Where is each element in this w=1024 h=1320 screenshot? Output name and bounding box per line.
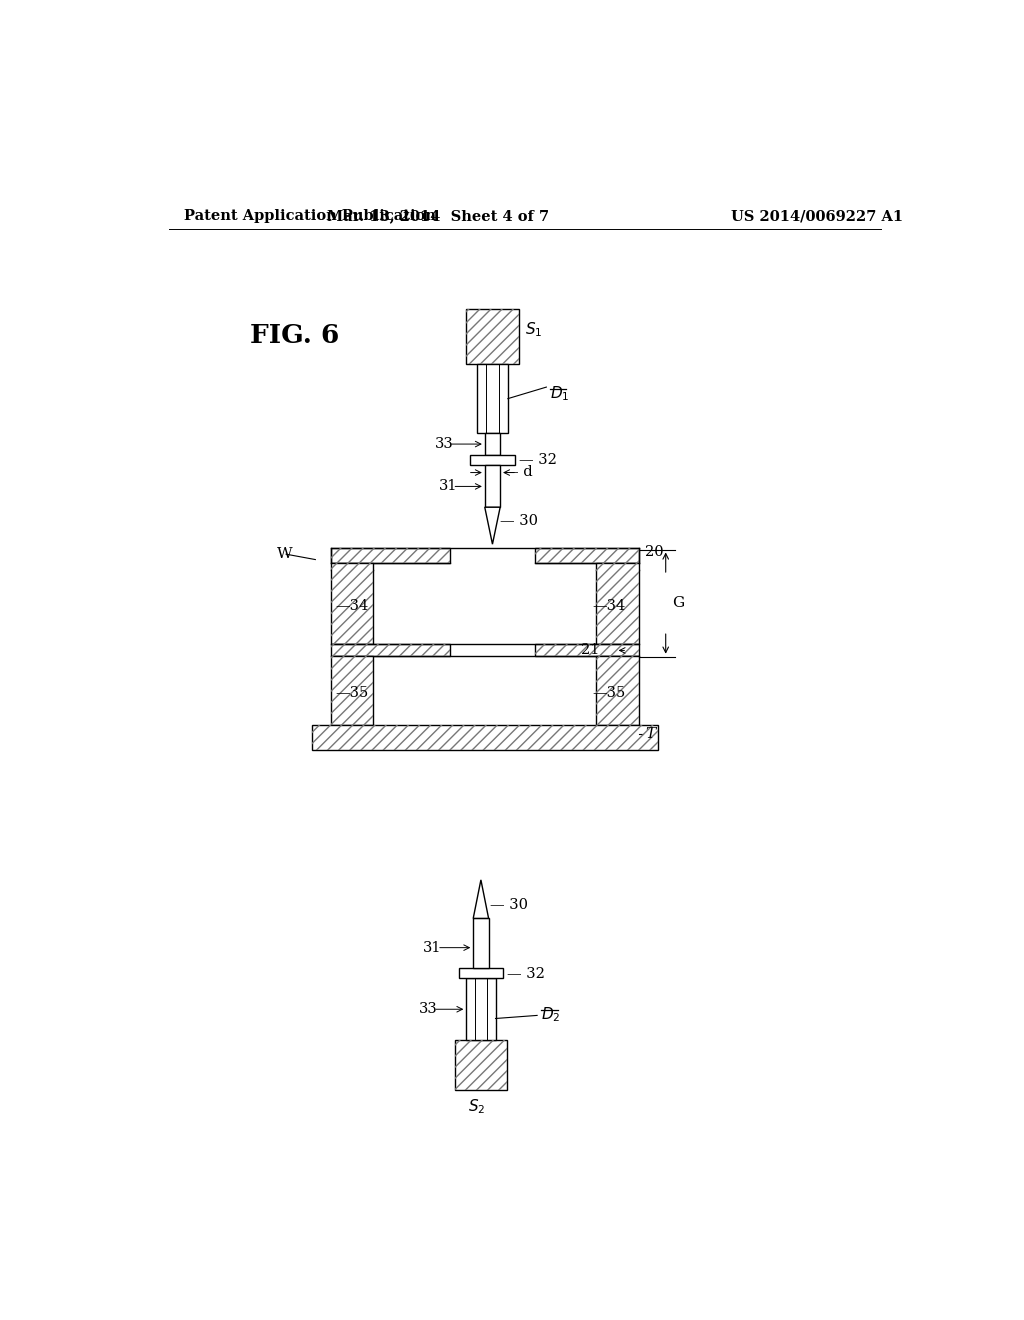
Text: 21: 21 xyxy=(581,643,599,657)
Bar xyxy=(466,309,518,364)
Text: 20: 20 xyxy=(645,545,664,558)
Bar xyxy=(484,465,500,507)
Text: FIG. 6: FIG. 6 xyxy=(250,323,339,348)
Text: — 30: — 30 xyxy=(500,513,539,528)
Bar xyxy=(535,644,639,656)
Text: 33: 33 xyxy=(419,1002,438,1016)
Text: $S_1$: $S_1$ xyxy=(524,321,542,339)
Bar xyxy=(477,364,508,433)
Bar xyxy=(470,455,515,465)
Text: — 32: — 32 xyxy=(507,966,545,981)
Bar xyxy=(331,644,451,656)
Bar xyxy=(596,564,639,644)
Text: — 30: — 30 xyxy=(490,898,528,912)
Text: — d: — d xyxy=(504,465,532,479)
Bar xyxy=(484,433,500,455)
Bar xyxy=(311,725,658,750)
Text: $D_1$: $D_1$ xyxy=(550,384,569,403)
Bar xyxy=(459,969,503,978)
Bar xyxy=(331,564,373,644)
Bar xyxy=(466,978,496,1040)
Bar xyxy=(331,564,373,644)
Bar xyxy=(331,656,373,725)
Text: 31: 31 xyxy=(438,479,457,494)
Text: —35: —35 xyxy=(336,686,369,700)
Bar xyxy=(331,548,451,564)
Text: —34: —34 xyxy=(593,599,626,612)
Bar xyxy=(311,725,658,750)
Text: W: W xyxy=(276,548,293,561)
Text: G: G xyxy=(672,595,684,610)
Bar xyxy=(331,656,373,725)
Bar xyxy=(535,644,639,656)
Bar xyxy=(455,1040,507,1090)
Text: Patent Application Publication: Patent Application Publication xyxy=(184,209,436,223)
Bar xyxy=(331,548,451,564)
Polygon shape xyxy=(473,880,488,919)
Text: — 32: — 32 xyxy=(518,453,556,467)
Text: 33: 33 xyxy=(435,437,454,451)
Bar xyxy=(596,564,639,644)
Polygon shape xyxy=(484,507,500,544)
Bar xyxy=(596,656,639,725)
Bar xyxy=(535,548,639,564)
Text: —35: —35 xyxy=(593,686,626,700)
Bar xyxy=(596,656,639,725)
Bar xyxy=(466,309,518,364)
Bar xyxy=(331,644,451,656)
Text: $D_2$: $D_2$ xyxy=(541,1006,560,1024)
Text: 31: 31 xyxy=(423,941,441,954)
Bar xyxy=(473,919,488,969)
Text: Mar. 13, 2014  Sheet 4 of 7: Mar. 13, 2014 Sheet 4 of 7 xyxy=(328,209,550,223)
Text: —34: —34 xyxy=(336,599,369,612)
Bar xyxy=(455,1040,507,1090)
Text: US 2014/0069227 A1: US 2014/0069227 A1 xyxy=(731,209,903,223)
Text: $S_2$: $S_2$ xyxy=(468,1098,485,1117)
Text: T: T xyxy=(645,727,655,742)
Bar xyxy=(535,548,639,564)
